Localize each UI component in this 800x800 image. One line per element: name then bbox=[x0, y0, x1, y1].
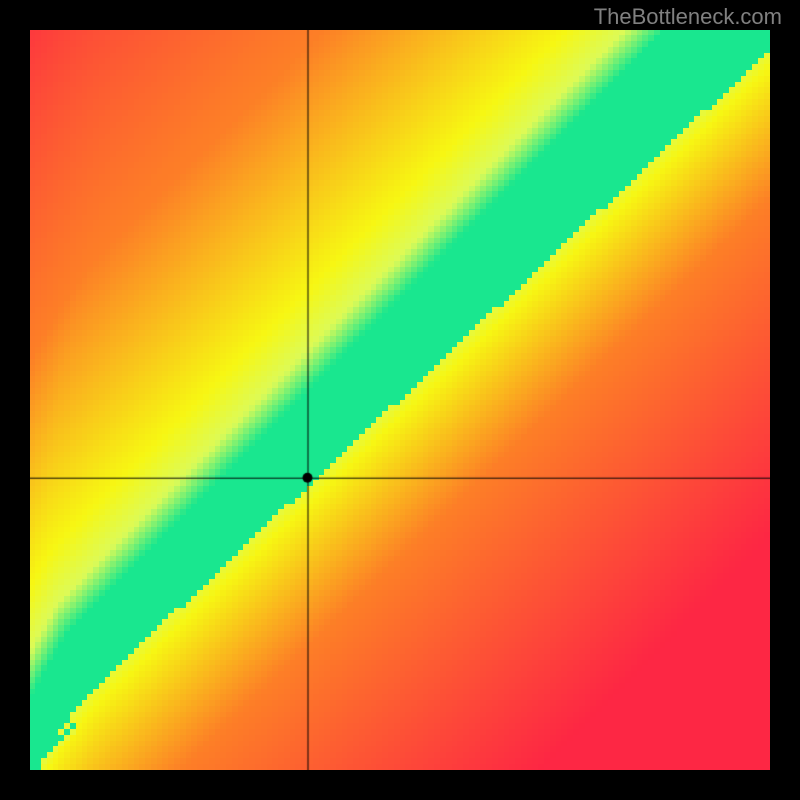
chart-container: TheBottleneck.com bbox=[0, 0, 800, 800]
watermark-text: TheBottleneck.com bbox=[594, 4, 782, 30]
bottleneck-heatmap bbox=[30, 30, 770, 770]
